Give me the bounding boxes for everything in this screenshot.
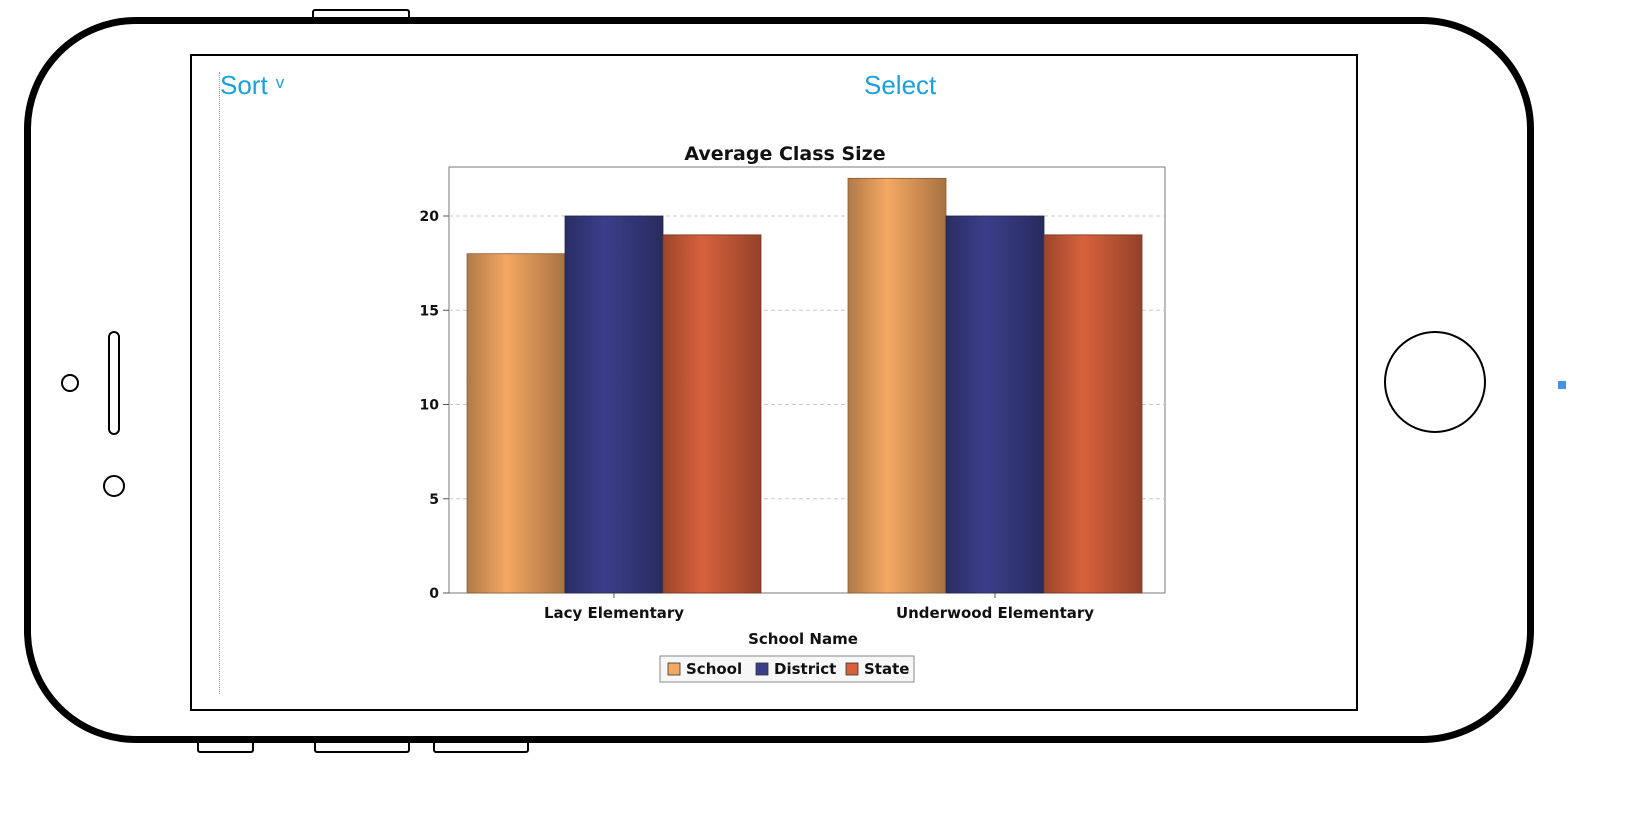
chart-container: Average Class Size 0 5 10 15 20 Lacy Element… xyxy=(192,56,1355,713)
sensor-icon xyxy=(103,475,125,497)
sort-dropdown-button[interactable]: Sort v xyxy=(220,70,284,101)
legend-swatch xyxy=(755,662,769,676)
legend-label: State xyxy=(864,660,909,678)
select-button[interactable]: Select xyxy=(864,70,937,100)
sort-label: Sort xyxy=(220,70,268,100)
y-tick-label: 20 xyxy=(420,209,440,225)
legend-label: District xyxy=(774,660,836,678)
y-tick-label: 0 xyxy=(429,586,439,602)
chart-title: Average Class Size xyxy=(684,143,885,165)
bar-state xyxy=(1043,234,1143,594)
selection-handle[interactable] xyxy=(1558,381,1566,389)
legend-swatch xyxy=(667,662,681,676)
x-tick-label: Underwood Elementary xyxy=(896,604,1094,622)
x-tick-label: Lacy Elementary xyxy=(544,604,684,622)
y-tick-label: 15 xyxy=(420,303,439,319)
x-axis-title: School Name xyxy=(748,630,858,648)
chevron-down-icon: v xyxy=(275,72,285,92)
y-tick-label: 5 xyxy=(429,492,439,508)
speaker-grille xyxy=(108,331,120,435)
y-tick-label: 10 xyxy=(420,398,440,414)
phone-screen: Sort v Select Average Class Size 0 5 10 15 2… xyxy=(190,54,1358,711)
front-camera-icon xyxy=(61,374,79,392)
bar-state xyxy=(662,234,762,594)
chart-legend: School District State xyxy=(659,655,915,683)
bar-district xyxy=(564,215,664,594)
home-button[interactable] xyxy=(1384,331,1486,433)
bar-school xyxy=(466,253,566,594)
bar-district xyxy=(945,215,1045,594)
legend-swatch xyxy=(845,662,859,676)
legend-label: School xyxy=(686,660,742,678)
bar-chart: Average Class Size 0 5 10 15 20 Lacy Element… xyxy=(420,143,1166,683)
legend-box xyxy=(659,655,915,683)
layout-guide-line xyxy=(219,72,220,694)
bar-school xyxy=(847,177,947,594)
